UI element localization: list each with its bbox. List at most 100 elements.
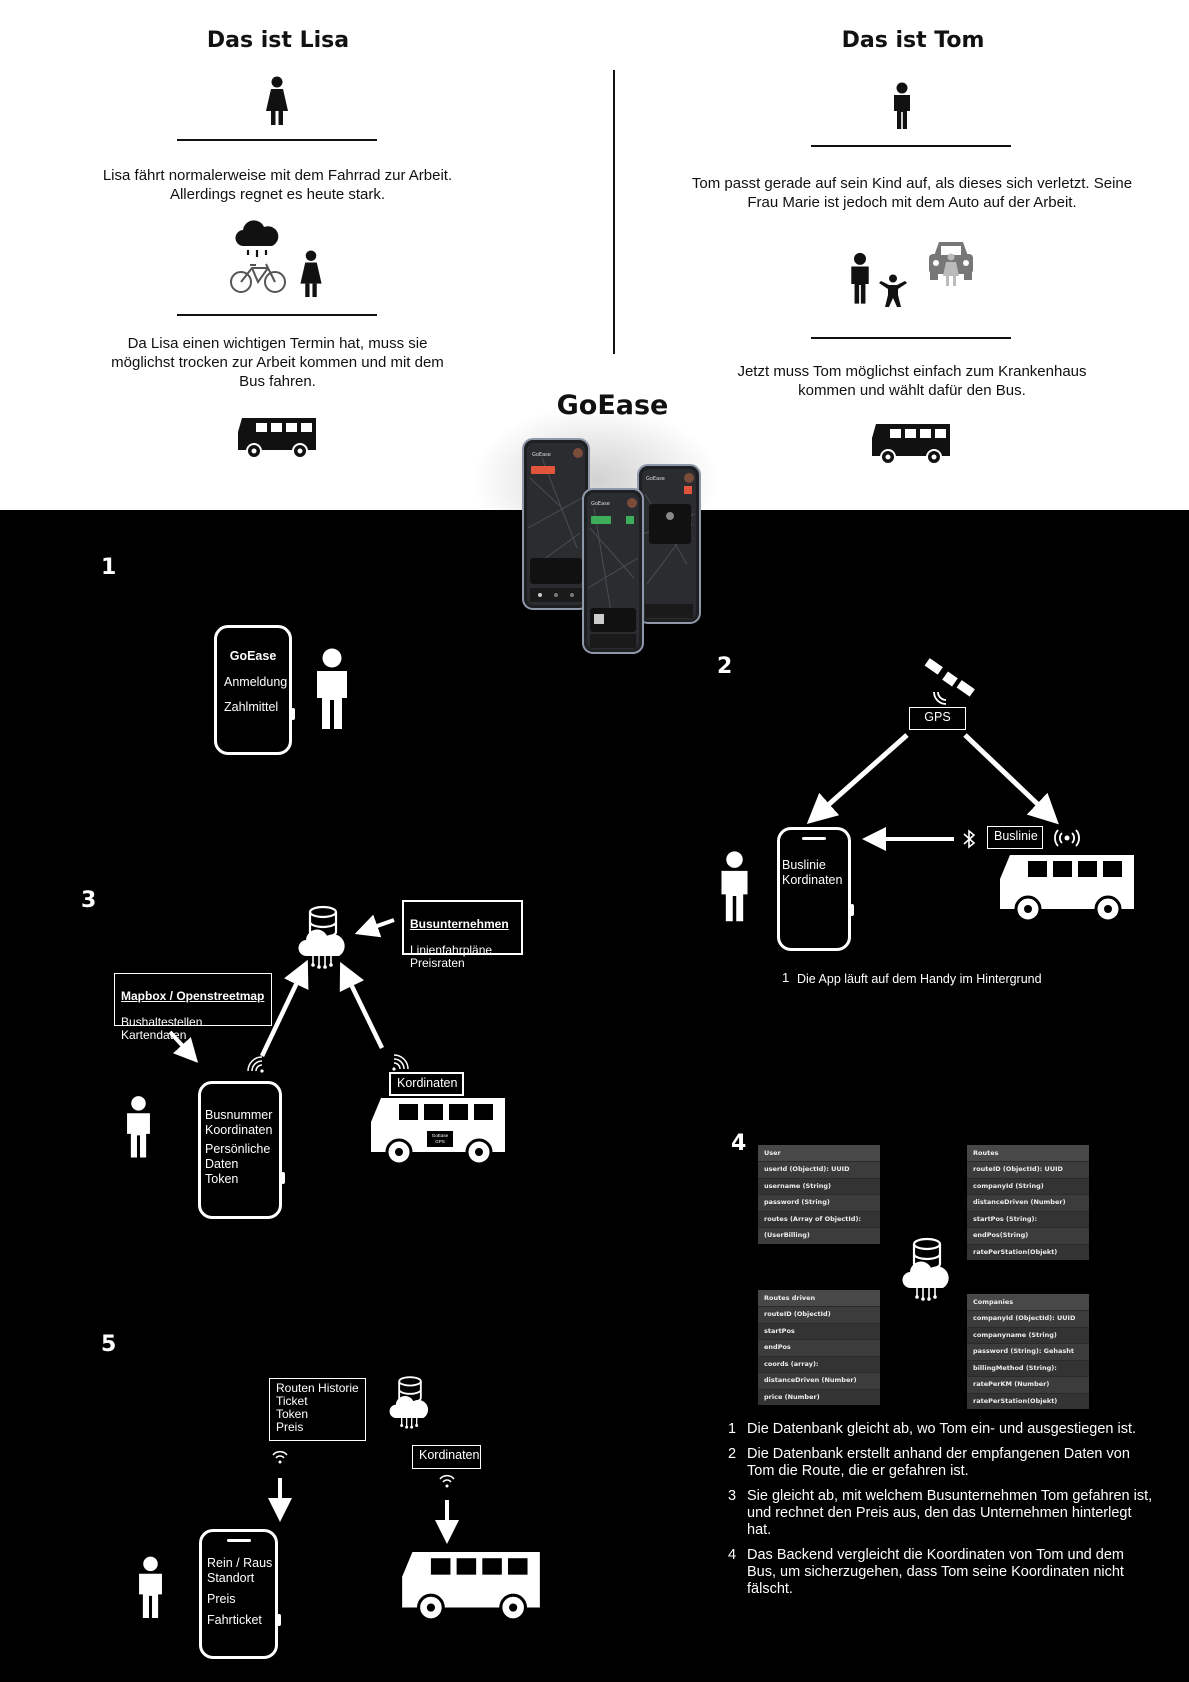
bus-icon [1000,855,1134,923]
list-item: 4 Das Backend vergleicht die Koordinaten … [728,1547,1153,1598]
bicycle-icon [230,263,286,293]
table-row: routes (Array of ObjectId): [758,1210,880,1227]
table-title: Routes driven [758,1290,880,1306]
bus-company-box: Busunternehmen Linienfahrpläne Preisrate… [402,900,523,970]
phone-text: Buslinie Kordinaten [782,858,843,887]
phone-menu-item: Zahlmittel [224,700,279,714]
phone-menu-item: Anmeldung [224,675,288,689]
mapbox-lines: Bushaltestellen Kartendaten [121,1015,203,1042]
vertical-divider [613,70,615,354]
child-icon [879,274,907,307]
note-text: Sie gleicht ab, mit welchem Busunternehm… [747,1488,1153,1538]
table-row: endPos [758,1339,880,1356]
cloud-database-icon [389,1376,429,1429]
man-icon [851,252,869,304]
list-item: 1 Die Datenbank gleicht ab, wo Tom ein- u… [728,1421,1153,1438]
woman-icon [300,250,322,298]
route-history-box: Routen Historie Ticket Token Preis [269,1378,366,1441]
bus-gps-badge: GoEase GPS [427,1131,453,1147]
arrow [168,1030,199,1063]
arrow [862,827,954,851]
mockup-brand-label: GoEase [646,476,665,482]
phone-mockup: GoEase [522,438,590,610]
table-row: coords (array): [758,1355,880,1372]
arrow [354,914,395,938]
person-icon [139,1556,162,1619]
divider [811,145,1011,147]
table-companies: Companies companyId (ObjectId): UUID com… [967,1294,1089,1409]
table-row: companyname (String) [967,1326,1089,1343]
phone-text: Persönliche Daten Token [205,1142,271,1186]
coords-label: Kordinaten [412,1445,481,1469]
wifi-icon [247,1056,264,1073]
list-item: 3 Sie gleicht ab, mit welchem Busunterneh… [728,1488,1153,1539]
cloud-database-icon [902,1237,949,1301]
phone-outline [198,1081,285,1219]
wifi-icon [392,1054,409,1071]
step-number: 2 [717,654,733,679]
table-row: password (String): Gehasht [967,1343,1089,1360]
phone-text: Busnummer Koordinaten [205,1108,273,1137]
divider [177,139,377,141]
note-text: Die Datenbank erstellt anhand der empfan… [747,1446,1130,1479]
step-number: 1 [101,555,117,580]
table-row: (UserBilling) [758,1227,880,1244]
person-icon [317,648,347,729]
table-row: ratePerStation(Objekt) [967,1243,1089,1260]
table-row: ratePerStation(Objekt) [967,1392,1089,1409]
satellite-icon [924,658,975,705]
lisa-text-2: Da Lisa einen wichtigen Termin hat, muss… [111,335,444,390]
note-text: Das Backend vergleicht die Koordinaten v… [747,1547,1124,1597]
arrow [339,961,385,1049]
table-title: User [758,1145,880,1161]
arrow [806,733,909,824]
table-row: billingMethod (String): [967,1359,1089,1376]
step-number: 5 [101,1332,117,1357]
table-user: User userId (ObjectId): UUID username (S… [758,1145,880,1244]
arrow [268,1478,292,1522]
table-row: distanceDriven (Number) [967,1194,1089,1211]
table-row: password (String) [758,1194,880,1211]
scenario-section [0,0,1189,510]
tom-text-2: Jetzt muss Tom möglichst einfach zum Kra… [737,363,1087,399]
table-row: routeID (ObjectId): UUID [967,1161,1089,1178]
table-row: companyId (ObjectId): UUID [967,1310,1089,1327]
footnote-number: 1 [782,970,790,985]
mapbox-title: Mapbox / Openstreetmap [121,989,265,1003]
person-icon [127,1096,150,1158]
phone-outline [214,625,295,755]
table-row: endPos(String) [967,1227,1089,1244]
table-row: username (String) [758,1177,880,1194]
bus-icon [402,1552,540,1622]
table-title: Routes [967,1145,1089,1161]
arrow [435,1500,459,1544]
bus-company-title: Busunternehmen [410,917,509,931]
tom-text-1: Tom passt gerade auf sein Kind auf, als … [691,175,1133,211]
step-number: 3 [81,888,97,913]
tom-title: Das ist Tom [841,28,985,53]
table-row: ratePerKM (Number) [967,1376,1089,1393]
wifi-icon [439,1474,455,1488]
table-row: startPos [758,1322,880,1339]
wifi-icon [272,1450,288,1464]
divider [177,314,377,316]
phone-app-title: GoEase [229,649,277,663]
phone-mockup: GoEase [637,464,701,624]
mockup-brand-label: GoEase [591,501,610,507]
lisa-text-1: Lisa fährt normalerweise mit dem Fahrrad… [102,167,453,203]
phone-text: Preis [207,1592,236,1606]
bus-icon [872,424,950,465]
man-icon [894,82,910,129]
bluetooth-icon [963,829,976,849]
table-title: Companies [967,1294,1089,1310]
gps-label: GPS [909,707,966,730]
table-row: userId (ObjectId): UUID [758,1161,880,1178]
cloud-database-icon [298,905,345,969]
table-routes: Routes routeID (ObjectId): UUID companyI… [967,1145,1089,1260]
note-number: 2 [728,1446,737,1462]
mockup-brand-label: GoEase [532,452,551,458]
list-item: 2 Die Datenbank erstellt anhand der empfa… [728,1446,1153,1480]
step4-notes: 1 Die Datenbank gleicht ab, wo Tom ein- u… [728,1421,1153,1606]
arrow [259,959,309,1057]
note-number: 1 [728,1421,737,1437]
